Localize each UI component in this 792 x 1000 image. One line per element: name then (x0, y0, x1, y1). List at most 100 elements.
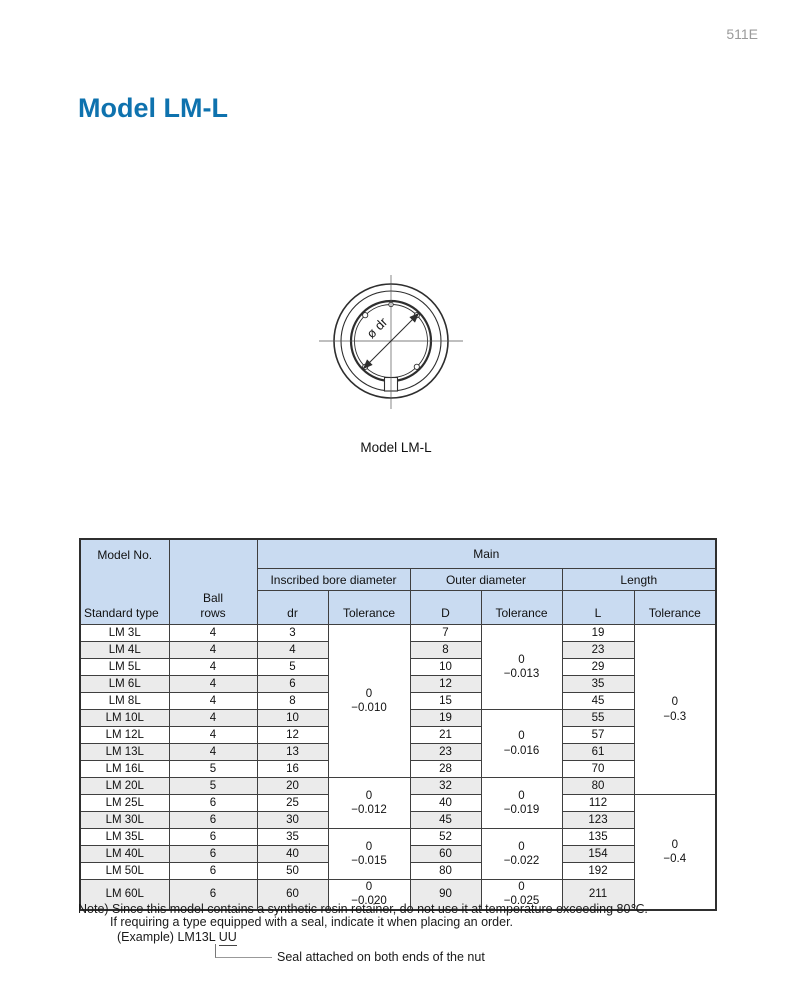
cell-model: LM 20L (79, 777, 170, 795)
cell-l: 192 (561, 862, 635, 880)
header-dr: dr (256, 590, 329, 625)
cell-d: 32 (409, 777, 482, 795)
cell-dr: 35 (256, 828, 329, 846)
cell-d: 45 (409, 811, 482, 829)
bearing-diagram-svg: ø dr (319, 275, 463, 409)
cell-l: 61 (561, 743, 635, 761)
cell-dr: 13 (256, 743, 329, 761)
page-number: 511E (726, 26, 758, 42)
header-d-tolerance: Tolerance (480, 590, 563, 625)
header-model-no: Model No. (97, 547, 153, 562)
cell-dr: 12 (256, 726, 329, 744)
cell-model: LM 40L (79, 845, 170, 863)
cell-model: LM 4L (79, 641, 170, 659)
example-label: (Example) (117, 930, 174, 944)
cell-d: 19 (409, 709, 482, 727)
header-model-no-cell: Model No. Standard type (79, 538, 170, 625)
cell-l: 70 (561, 760, 635, 778)
cell-model: LM 16L (79, 760, 170, 778)
cell-dr: 60 (256, 878, 329, 911)
cell-ball-rows: 4 (168, 743, 258, 761)
cell-d-tolerance: 0 −0.019 (480, 777, 563, 829)
cell-dr: 20 (256, 777, 329, 795)
cell-dr-tolerance: 0 −0.020 (327, 878, 411, 911)
cell-l: 29 (561, 658, 635, 676)
cell-d: 52 (409, 828, 482, 846)
header-length: Length (561, 568, 717, 592)
header-l-tolerance: Tolerance (633, 590, 717, 625)
cell-model: LM 35L (79, 828, 170, 846)
cell-d: 28 (409, 760, 482, 778)
cell-dr: 4 (256, 641, 329, 659)
cell-d-tolerance: 0 −0.025 (480, 878, 563, 911)
cell-l: 112 (561, 794, 635, 812)
cell-model: LM 60L (79, 878, 170, 911)
cell-d-tolerance: 0 −0.016 (480, 709, 563, 778)
spec-table: Model No. Standard type Ball rows Main I… (79, 538, 718, 911)
ball-notch-icon (362, 312, 369, 319)
header-standard-type: Standard type (84, 605, 159, 620)
cell-l: 80 (561, 777, 635, 795)
cell-dr: 16 (256, 760, 329, 778)
header-ball-rows-cell: Ball rows (168, 538, 258, 625)
cell-model: LM 12L (79, 726, 170, 744)
cell-l: 55 (561, 709, 635, 727)
note-line-2: If requiring a type equipped with a seal… (110, 915, 514, 929)
ball-notch-icon (413, 363, 420, 370)
cell-dr: 8 (256, 692, 329, 710)
cell-l: 123 (561, 811, 635, 829)
cell-d: 10 (409, 658, 482, 676)
cell-ball-rows: 6 (168, 794, 258, 812)
cell-ball-rows: 4 (168, 726, 258, 744)
cell-ball-rows: 6 (168, 828, 258, 846)
cell-dr: 50 (256, 862, 329, 880)
cell-dr-tolerance: 0 −0.012 (327, 777, 411, 829)
cell-dr: 10 (256, 709, 329, 727)
cell-ball-rows: 4 (168, 709, 258, 727)
cell-ball-rows: 4 (168, 692, 258, 710)
cell-ball-rows: 5 (168, 760, 258, 778)
cell-ball-rows: 6 (168, 845, 258, 863)
cell-model: LM 10L (79, 709, 170, 727)
header-outer-diameter: Outer diameter (409, 568, 563, 592)
cell-dr: 3 (256, 624, 329, 642)
cell-d: 80 (409, 862, 482, 880)
cell-model: LM 25L (79, 794, 170, 812)
cell-model: LM 6L (79, 675, 170, 693)
cell-ball-rows: 4 (168, 641, 258, 659)
cell-l: 23 (561, 641, 635, 659)
cell-l: 19 (561, 624, 635, 642)
bearing-cross-section-diagram: ø dr (311, 261, 471, 421)
diameter-dimension-arrow (362, 312, 420, 370)
cell-d: 15 (409, 692, 482, 710)
cell-l-tolerance: 0 −0.4 (633, 793, 717, 911)
header-l: L (561, 590, 635, 625)
header-main: Main (256, 538, 717, 570)
header-inscribed-bore-diameter: Inscribed bore diameter (256, 568, 411, 592)
cell-l: 135 (561, 828, 635, 846)
example-model: LM13L (177, 930, 216, 944)
cell-dr: 40 (256, 845, 329, 863)
cell-d: 21 (409, 726, 482, 744)
cell-d: 60 (409, 845, 482, 863)
cell-model: LM 13L (79, 743, 170, 761)
cell-ball-rows: 6 (168, 878, 258, 911)
cell-dr: 30 (256, 811, 329, 829)
header-ball-rows-line2: rows (200, 606, 226, 620)
cell-dr-tolerance: 0 −0.010 (327, 624, 411, 778)
seal-note: Seal attached on both ends of the nut (277, 950, 485, 964)
cell-d: 8 (409, 641, 482, 659)
cell-model: LM 3L (79, 624, 170, 642)
cell-model: LM 30L (79, 811, 170, 829)
cell-ball-rows: 5 (168, 777, 258, 795)
header-dr-tolerance: Tolerance (327, 590, 411, 625)
page-title: Model LM-L (78, 93, 228, 123)
cell-model: LM 5L (79, 658, 170, 676)
cell-d-tolerance: 0 −0.013 (480, 624, 563, 710)
cell-l: 45 (561, 692, 635, 710)
cell-dr: 5 (256, 658, 329, 676)
cell-dr: 25 (256, 794, 329, 812)
cell-ball-rows: 4 (168, 624, 258, 642)
cell-ball-rows: 6 (168, 811, 258, 829)
cell-l-tolerance: 0 −0.3 (633, 624, 717, 795)
